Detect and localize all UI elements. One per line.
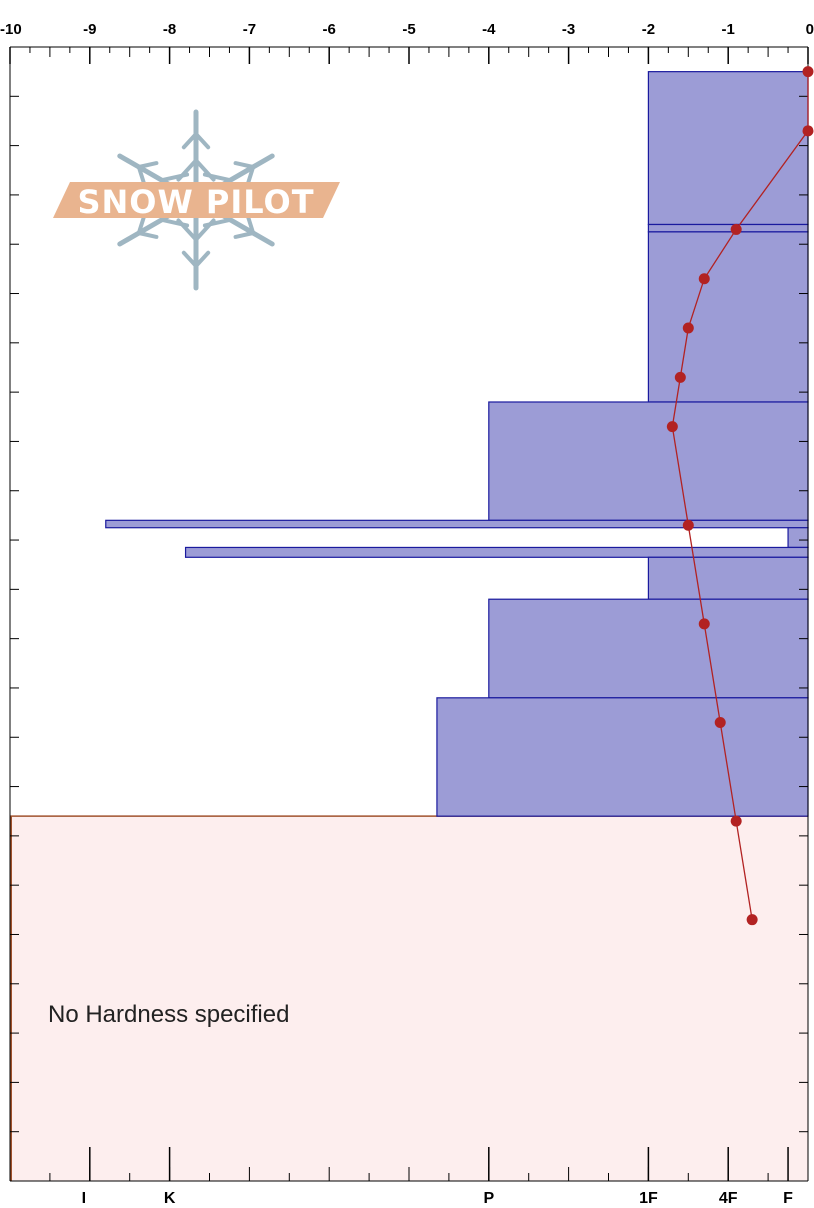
temp-tick-label: 0 bbox=[806, 21, 814, 38]
temperature-line bbox=[671, 71, 809, 920]
temp-tick-label: -10 bbox=[0, 21, 22, 38]
snowflake-branch bbox=[159, 172, 190, 183]
temp-tick-label: -3 bbox=[562, 21, 575, 38]
unspecified-hardness-region bbox=[10, 815, 808, 1181]
hardness-axis: I K P 1F 4F F bbox=[9, 1147, 809, 1207]
temperature-point bbox=[698, 618, 710, 630]
snowflake-branch bbox=[245, 213, 256, 235]
logo-text: SNOW PILOT bbox=[77, 183, 314, 221]
hardness-label: K bbox=[164, 1190, 176, 1207]
temperature-point bbox=[682, 519, 694, 531]
snowflake-branch bbox=[202, 172, 233, 183]
hardness-label: 1F bbox=[639, 1190, 658, 1207]
temperature-point bbox=[698, 273, 710, 285]
temperature-axis: -10 -9 -8 -7 -6 -5 -4 -3 -2 -1 0 bbox=[0, 21, 814, 64]
snowflake-branch bbox=[159, 217, 190, 228]
snowflake-branch bbox=[136, 161, 159, 169]
depth-axis-right bbox=[799, 95, 808, 1133]
temperature-point bbox=[802, 66, 814, 78]
snowflake-branch bbox=[194, 250, 211, 268]
hardness-layer bbox=[787, 527, 809, 549]
hardness-label: F bbox=[783, 1190, 793, 1207]
temp-tick-label: -5 bbox=[402, 21, 415, 38]
temperature-point bbox=[730, 815, 742, 827]
snowflake-branch bbox=[245, 165, 256, 187]
temperature-point bbox=[802, 125, 814, 137]
hardness-layer bbox=[436, 697, 809, 817]
hardness-layer bbox=[488, 401, 809, 521]
temp-tick-label: -6 bbox=[323, 21, 336, 38]
hardness-layer bbox=[647, 556, 809, 600]
hardness-layer bbox=[184, 546, 809, 558]
hardness-layers bbox=[105, 71, 809, 817]
snowflake-branch bbox=[233, 161, 256, 169]
temperature-point bbox=[730, 223, 742, 235]
no-hardness-note: No Hardness specified bbox=[48, 1001, 289, 1028]
temperature-point bbox=[682, 322, 694, 334]
snowflake-branch bbox=[136, 213, 147, 235]
snowflake-branch bbox=[194, 132, 211, 150]
logo-band bbox=[53, 182, 340, 218]
hardness-layer bbox=[647, 71, 809, 226]
hardness-layer bbox=[105, 519, 809, 529]
snowflake-branch bbox=[233, 231, 256, 239]
hardness-label: 4F bbox=[719, 1190, 738, 1207]
hardness-label: I bbox=[82, 1190, 86, 1207]
temp-tick-label: -1 bbox=[722, 21, 735, 38]
temp-tick-label: -7 bbox=[243, 21, 256, 38]
temp-tick-label: -9 bbox=[83, 21, 96, 38]
snow-pilot-logo: SNOW PILOT bbox=[53, 109, 340, 291]
snowflake-branch bbox=[194, 218, 216, 242]
hardness-layer bbox=[488, 598, 809, 699]
snowflake-branch bbox=[136, 231, 159, 239]
temp-tick-label: -2 bbox=[642, 21, 655, 38]
temperature-profile bbox=[666, 66, 814, 926]
snowflake-branch bbox=[136, 165, 147, 187]
temp-tick-label: -8 bbox=[163, 21, 176, 38]
hardness-label: P bbox=[483, 1190, 494, 1207]
unspecified-region-fill bbox=[10, 816, 808, 1181]
snowflake-branch bbox=[181, 132, 198, 150]
temp-tick-label: -4 bbox=[482, 21, 496, 38]
temperature-point bbox=[666, 421, 678, 433]
temperature-point bbox=[714, 716, 726, 728]
temperature-point bbox=[746, 914, 758, 926]
hardness-layer bbox=[647, 231, 809, 403]
snowflake-branch bbox=[181, 250, 198, 268]
hardness-layer bbox=[647, 223, 809, 233]
temperature-point bbox=[674, 371, 686, 383]
depth-axis-left bbox=[10, 95, 19, 1133]
